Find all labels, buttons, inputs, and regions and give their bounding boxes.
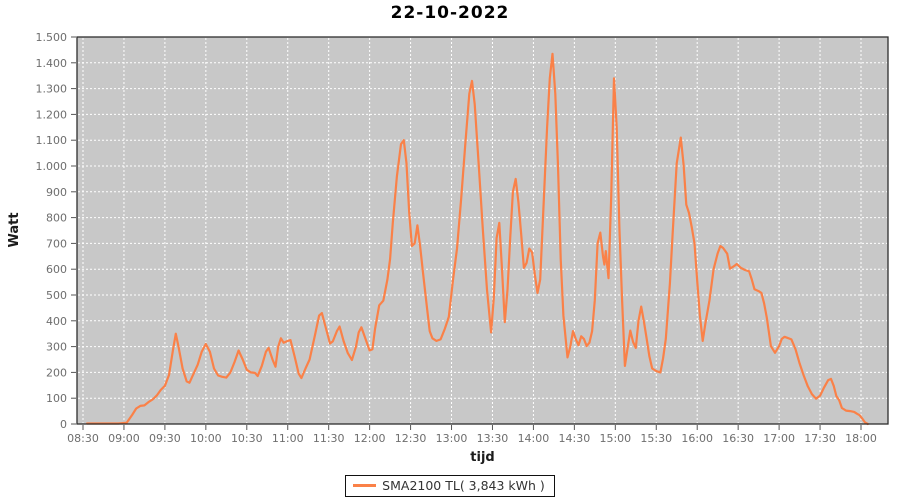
x-tick-label: 08:30	[67, 432, 99, 445]
x-tick-label: 12:30	[395, 432, 427, 445]
y-tick-label: 400	[46, 315, 67, 328]
x-tick-label: 13:30	[477, 432, 509, 445]
legend-box: SMA2100 TL( 3,843 kWh )	[345, 475, 555, 497]
y-tick-label: 1.100	[36, 134, 68, 147]
legend-label: SMA2100 TL( 3,843 kWh )	[382, 478, 545, 493]
y-tick-label: 1.200	[36, 108, 68, 121]
x-tick-label: 13:00	[436, 432, 468, 445]
x-tick-label: 15:30	[640, 432, 672, 445]
y-tick-label: 1.400	[36, 57, 68, 70]
x-tick-label: 17:30	[804, 432, 836, 445]
x-tick-label: 16:30	[722, 432, 754, 445]
tick-labels: 0 100 200 300 400 500 600 700 800 900 1.000 1.100 1.…	[36, 31, 877, 445]
x-tick-label: 09:30	[149, 432, 181, 445]
tick-marks	[71, 36, 862, 430]
gridlines	[78, 38, 887, 423]
y-tick-label: 900	[46, 186, 67, 199]
y-tick-label: 600	[46, 263, 67, 276]
y-tick-label: 500	[46, 289, 67, 302]
y-tick-label: 100	[46, 392, 67, 405]
x-tick-label: 12:00	[354, 432, 386, 445]
x-tick-label: 16:00	[681, 432, 713, 445]
y-tick-label: 700	[46, 237, 67, 250]
y-tick-label: 0	[60, 418, 67, 431]
x-tick-label: 10:00	[190, 432, 222, 445]
x-tick-label: 17:00	[763, 432, 795, 445]
y-tick-label: 300	[46, 341, 67, 354]
y-tick-label: 1.300	[36, 83, 68, 96]
y-tick-label: 200	[46, 366, 67, 379]
legend: SMA2100 TL( 3,843 kWh )	[0, 475, 900, 497]
legend-line-swatch	[353, 484, 377, 487]
x-axis-title: tijd	[470, 450, 495, 465]
x-tick-label: 15:00	[599, 432, 631, 445]
plot-border	[76, 36, 889, 425]
x-tick-label: 11:30	[313, 432, 345, 445]
x-tick-label: 18:00	[845, 432, 877, 445]
x-tick-label: 09:00	[108, 432, 140, 445]
y-tick-label: 800	[46, 212, 67, 225]
chart-title: 22-10-2022	[390, 3, 510, 23]
y-tick-label: 1.500	[36, 31, 68, 44]
x-tick-label: 11:00	[272, 432, 304, 445]
x-tick-label: 14:00	[518, 432, 550, 445]
series-line	[85, 52, 869, 426]
x-tick-label: 14:30	[559, 432, 591, 445]
x-tick-label: 10:30	[231, 432, 263, 445]
y-tick-label: 1.000	[36, 160, 68, 173]
